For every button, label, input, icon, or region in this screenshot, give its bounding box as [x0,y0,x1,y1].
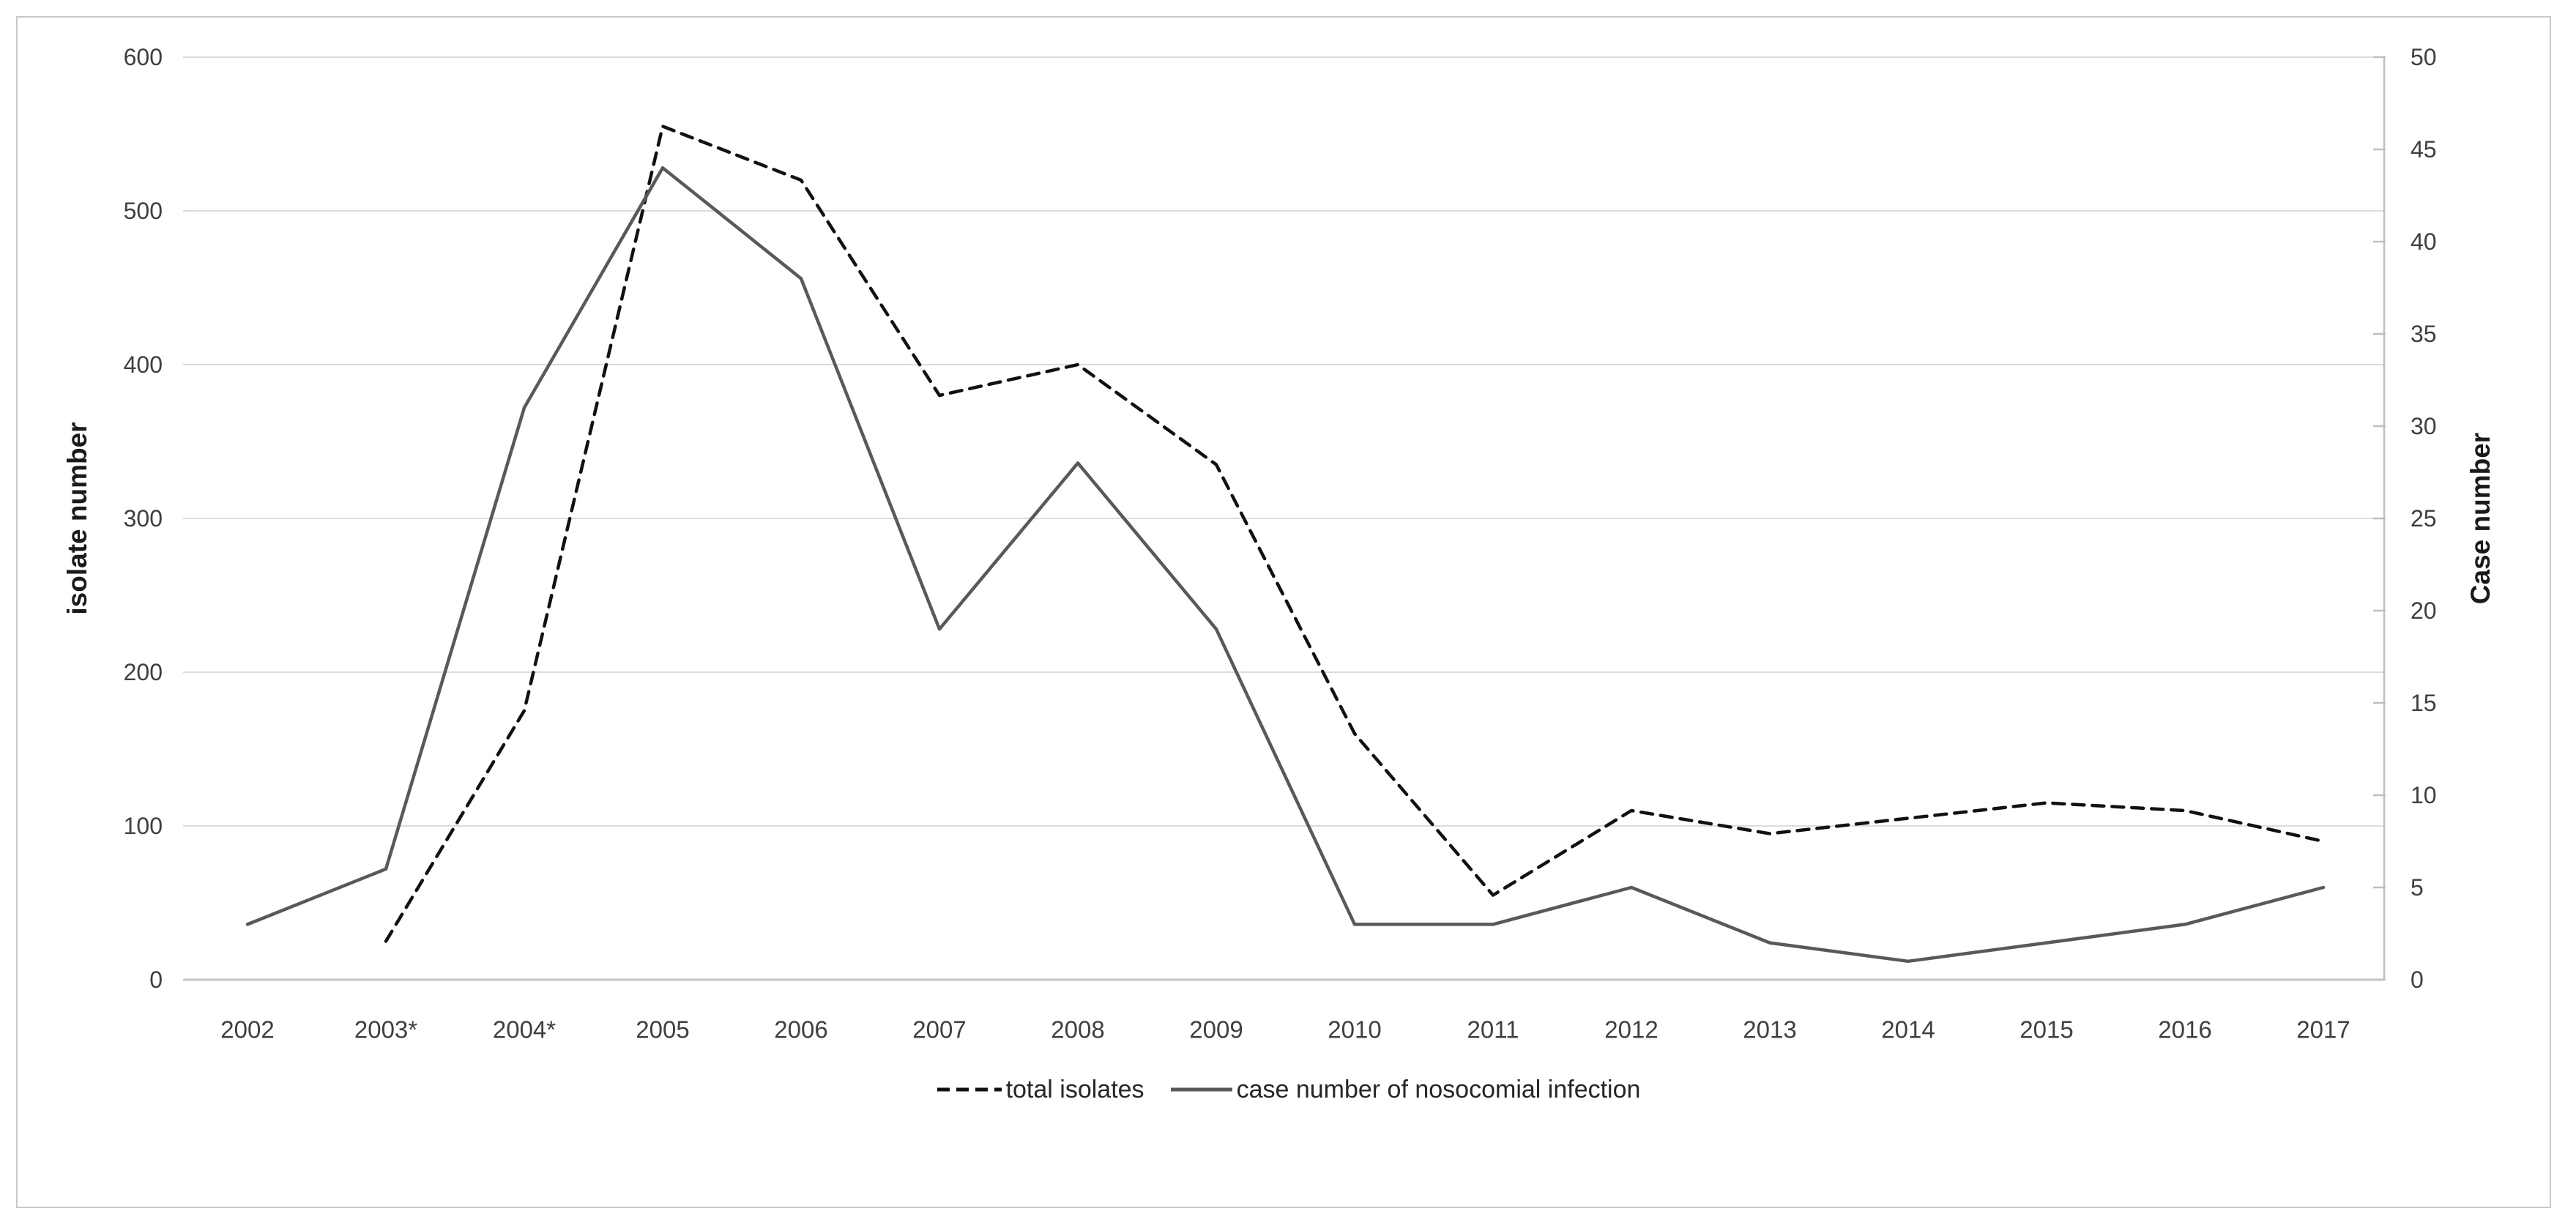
x-axis-year-label: 2015 [2020,1016,2074,1043]
x-axis-year-label: 2012 [1604,1016,1659,1043]
solid-line-sample-icon [1170,1087,1232,1092]
x-axis-year-label: 2007 [912,1016,967,1043]
right-axis-tick-label: 10 [2411,782,2437,808]
dashed-line-sample-icon [937,1087,1002,1092]
x-axis-year-label: 2006 [774,1016,828,1043]
x-axis-year-label: 2009 [1189,1016,1243,1043]
legend: total isolates case number of nosocomial… [0,1069,2576,1110]
right-axis-tick-label: 25 [2411,505,2437,532]
x-axis-year-label: 2004* [492,1016,556,1043]
right-axis-tick-label: 30 [2411,413,2437,439]
legend-item-case-number: case number of nosocomial infection [1169,1076,1641,1103]
left-axis-title: isolate number [62,422,92,615]
figure-border [16,16,2551,1208]
right-axis-tick-label: 15 [2411,690,2437,716]
legend-label: case number of nosocomial infection [1236,1076,1641,1103]
legend-label: total isolates [1005,1076,1144,1103]
right-axis-tick-label: 40 [2411,228,2437,255]
right-axis-tick-label: 50 [2411,44,2437,70]
left-axis-tick-label: 500 [123,198,163,224]
series-line-case-number-of-nosocomial-infection [245,165,2326,964]
right-axis-tick-label: 5 [2411,874,2424,901]
right-axis-tick-label: 0 [2411,967,2424,993]
left-axis-tick-label: 600 [123,44,163,70]
right-axis-title: Case number [2465,432,2495,605]
x-axis-year-label: 2016 [2158,1016,2212,1043]
right-axis-tick-label: 20 [2411,597,2437,624]
left-axis-tick-label: 300 [123,505,163,532]
legend-item-total-isolates: total isolates [936,1077,1144,1102]
left-axis-tick-label: 200 [123,659,163,685]
x-axis-year-label: 2002 [220,1016,275,1043]
left-axis-tick-label: 100 [123,813,163,839]
x-axis-year-label: 2017 [2296,1016,2350,1043]
x-axis-year-label: 2003* [354,1016,418,1043]
x-axis-year-label: 2010 [1328,1016,1382,1043]
x-axis-year-label: 2005 [636,1016,690,1043]
right-axis-tick-label: 45 [2411,136,2437,163]
left-axis-tick-label: 400 [123,351,163,378]
x-axis-year-label: 2011 [1467,1016,1519,1043]
right-axis-tick-label: 35 [2411,321,2437,347]
left-axis-tick-label: 0 [149,967,163,993]
x-axis-year-label: 2013 [1743,1016,1797,1043]
series-line-total-isolates [384,124,2326,943]
x-axis-year-label: 2014 [1881,1016,1935,1043]
x-axis-year-label: 2008 [1051,1016,1105,1043]
